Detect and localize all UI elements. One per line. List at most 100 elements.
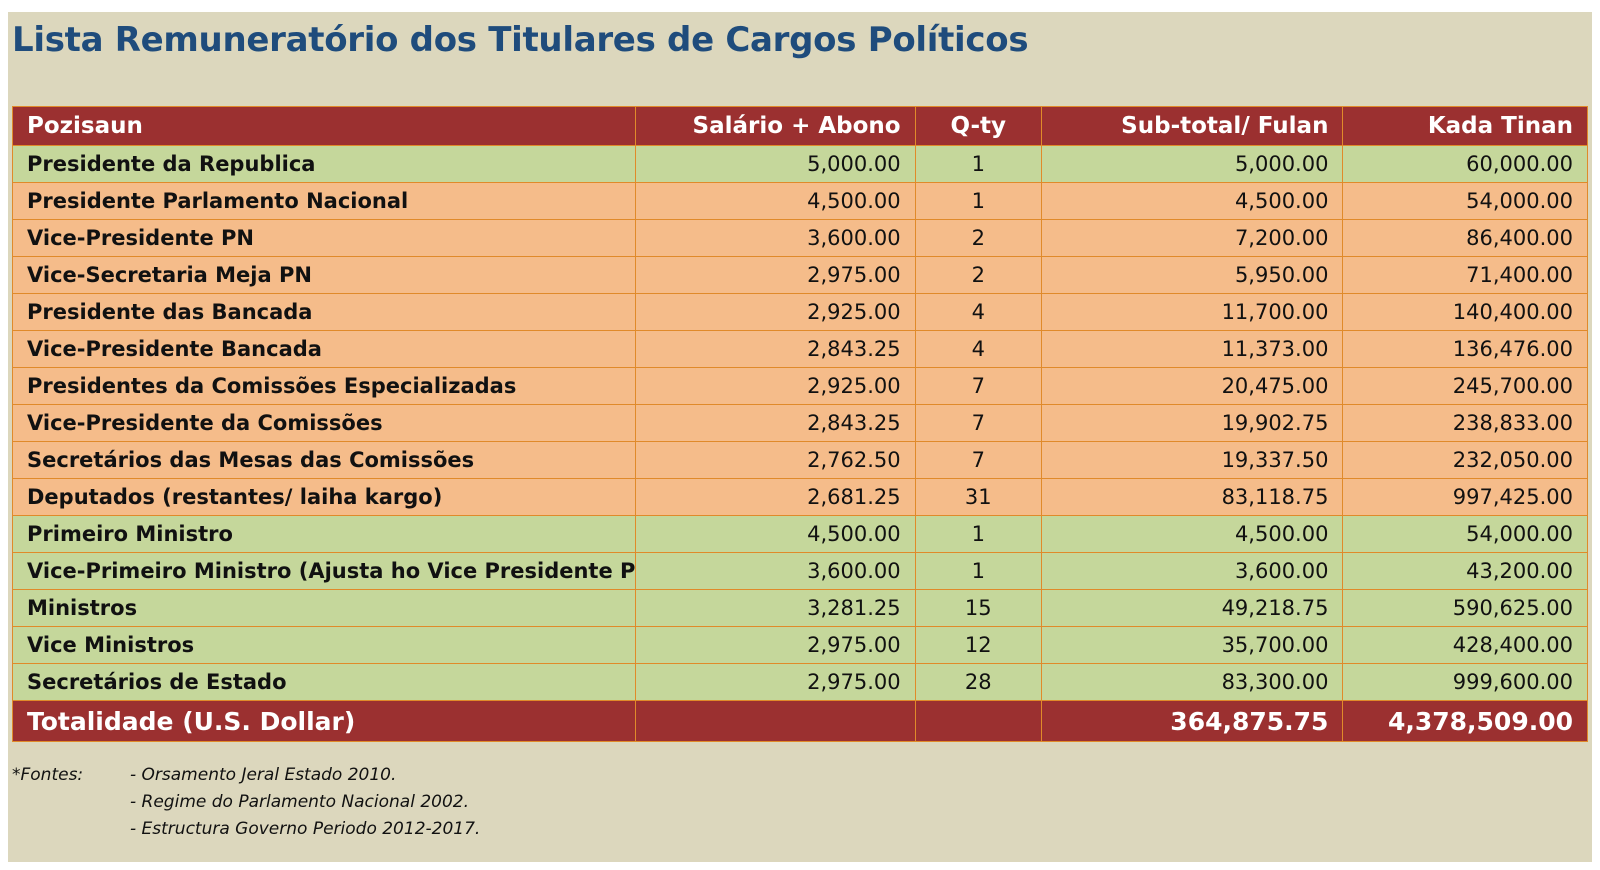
cell-subtotal: 11,700.00 (1040, 293, 1344, 331)
cell-salario: 2,975.00 (635, 626, 916, 664)
cell-salario: 4,500.00 (635, 515, 916, 553)
cell-salario: 2,762.50 (635, 441, 916, 479)
table-row: Deputados (restantes/ laiha kargo) 2,681.… (11, 478, 1588, 516)
cell-kada-tinan: 590,625.00 (1342, 589, 1588, 627)
cell-subtotal: 83,118.75 (1040, 478, 1344, 516)
cell-kada-tinan: 86,400.00 (1342, 219, 1588, 257)
cell-salario: 2,681.25 (635, 478, 916, 516)
cell-qty: 7 (914, 441, 1042, 479)
cell-pozisaun: Vice-Primeiro Ministro (Ajusta ho Vice P… (11, 552, 637, 590)
cell-pozisaun: Vice-Presidente Bancada (11, 330, 637, 368)
table-header-row: Pozisaun Salário + Abono Q-ty Sub-total/… (11, 106, 1588, 146)
cell-subtotal: 11,373.00 (1040, 330, 1344, 368)
total-empty-cell (635, 700, 916, 742)
cell-subtotal: 4,500.00 (1040, 515, 1344, 553)
cell-salario: 2,925.00 (635, 367, 916, 405)
cell-kada-tinan: 997,425.00 (1342, 478, 1588, 516)
cell-subtotal: 5,000.00 (1040, 145, 1344, 183)
table-row: Primeiro Ministro 4,500.00 1 4,500.00 54,000… (11, 515, 1588, 553)
cell-qty: 28 (914, 663, 1042, 701)
cell-qty: 7 (914, 404, 1042, 442)
table-row: Vice-Presidente Bancada 2,843.25 4 11,373.0… (11, 330, 1588, 368)
cell-pozisaun: Presidente da Republica (11, 145, 637, 183)
cell-subtotal: 3,600.00 (1040, 552, 1344, 590)
cell-qty: 12 (914, 626, 1042, 664)
cell-kada-tinan: 245,700.00 (1342, 367, 1588, 405)
table-row: Presidente das Bancada 2,925.00 4 11,700.00… (11, 293, 1588, 331)
cell-subtotal: 19,902.75 (1040, 404, 1344, 442)
table-body: Presidente da Republica 5,000.00 1 5,000.00… (11, 145, 1588, 701)
table-row: Vice-Presidente da Comissões 2,843.25 7 19,… (11, 404, 1588, 442)
table-row: Secretários de Estado 2,975.00 28 83,300.00… (11, 663, 1588, 701)
cell-pozisaun: Vice-Presidente PN (11, 219, 637, 257)
table-row: Vice Ministros 2,975.00 12 35,700.00 428,400… (11, 626, 1588, 664)
cell-salario: 2,975.00 (635, 663, 916, 701)
cell-salario: 3,600.00 (635, 552, 916, 590)
column-header-pozisaun: Pozisaun (11, 106, 637, 146)
cell-pozisaun: Primeiro Ministro (11, 515, 637, 553)
footnote-source: - Regime do Parlamento Nacional 2002. (130, 792, 469, 812)
cell-pozisaun: Presidente Parlamento Nacional (11, 182, 637, 220)
cell-subtotal: 19,337.50 (1040, 441, 1344, 479)
cell-pozisaun: Presidente das Bancada (11, 293, 637, 331)
column-header-kada-tinan: Kada Tinan (1342, 106, 1588, 146)
column-header-qty: Q-ty (914, 106, 1042, 146)
cell-kada-tinan: 54,000.00 (1342, 182, 1588, 220)
cell-pozisaun: Vice-Secretaria Meja PN (11, 256, 637, 294)
cell-qty: 4 (914, 293, 1042, 331)
cell-qty: 1 (914, 145, 1042, 183)
table-row: Secretários das Mesas das Comissões 2,762… (11, 441, 1588, 479)
cell-pozisaun: Ministros (11, 589, 637, 627)
cell-salario: 2,843.25 (635, 330, 916, 368)
cell-qty: 4 (914, 330, 1042, 368)
footnote-label: *Fontes: (12, 765, 84, 785)
cell-subtotal: 49,218.75 (1040, 589, 1344, 627)
cell-qty: 31 (914, 478, 1042, 516)
cell-qty: 1 (914, 515, 1042, 553)
cell-subtotal: 5,950.00 (1040, 256, 1344, 294)
cell-salario: 3,281.25 (635, 589, 916, 627)
cell-pozisaun: Vice-Presidente da Comissões (11, 404, 637, 442)
cell-qty: 2 (914, 219, 1042, 257)
column-header-salario: Salário + Abono (635, 106, 916, 146)
total-kada-tinan: 4,378,509.00 (1342, 700, 1588, 742)
total-label: Totalidade (U.S. Dollar) (11, 700, 637, 742)
cell-salario: 2,975.00 (635, 256, 916, 294)
column-header-subtotal: Sub-total/ Fulan (1040, 106, 1344, 146)
cell-kada-tinan: 232,050.00 (1342, 441, 1588, 479)
cell-kada-tinan: 60,000.00 (1342, 145, 1588, 183)
table-row: Ministros 3,281.25 15 49,218.75 590,625.00 (11, 589, 1588, 627)
cell-qty: 7 (914, 367, 1042, 405)
cell-kada-tinan: 54,000.00 (1342, 515, 1588, 553)
cell-pozisaun: Secretários de Estado (11, 663, 637, 701)
cell-subtotal: 83,300.00 (1040, 663, 1344, 701)
footnote-sources: - Orsamento Jeral Estado 2010. - Regime … (130, 762, 480, 843)
table-row: Presidentes da Comissões Especializadas 2… (11, 367, 1588, 405)
cell-kada-tinan: 71,400.00 (1342, 256, 1588, 294)
cell-pozisaun: Secretários das Mesas das Comissões (11, 441, 637, 479)
cell-kada-tinan: 136,476.00 (1342, 330, 1588, 368)
cell-salario: 4,500.00 (635, 182, 916, 220)
total-empty-cell (914, 700, 1042, 742)
cell-kada-tinan: 140,400.00 (1342, 293, 1588, 331)
cell-subtotal: 7,200.00 (1040, 219, 1344, 257)
table-row: Presidente da Republica 5,000.00 1 5,000.00… (11, 145, 1588, 183)
cell-kada-tinan: 428,400.00 (1342, 626, 1588, 664)
cell-subtotal: 35,700.00 (1040, 626, 1344, 664)
page-title: Lista Remuneratório dos Titulares de Car… (12, 20, 1029, 60)
cell-qty: 15 (914, 589, 1042, 627)
cell-subtotal: 20,475.00 (1040, 367, 1344, 405)
remuneration-table: Pozisaun Salário + Abono Q-ty Sub-total/… (11, 106, 1588, 742)
cell-qty: 2 (914, 256, 1042, 294)
total-row: Totalidade (U.S. Dollar) 364,875.75 4,37… (11, 700, 1588, 742)
document-panel: Lista Remuneratório dos Titulares de Car… (8, 12, 1592, 862)
cell-pozisaun: Vice Ministros (11, 626, 637, 664)
table-row: Vice-Primeiro Ministro (Ajusta ho Vice P… (11, 552, 1588, 590)
cell-kada-tinan: 999,600.00 (1342, 663, 1588, 701)
cell-salario: 3,600.00 (635, 219, 916, 257)
table-row: Vice-Secretaria Meja PN 2,975.00 2 5,950.00… (11, 256, 1588, 294)
cell-pozisaun: Deputados (restantes/ laiha kargo) (11, 478, 637, 516)
cell-salario: 5,000.00 (635, 145, 916, 183)
cell-salario: 2,925.00 (635, 293, 916, 331)
cell-kada-tinan: 43,200.00 (1342, 552, 1588, 590)
